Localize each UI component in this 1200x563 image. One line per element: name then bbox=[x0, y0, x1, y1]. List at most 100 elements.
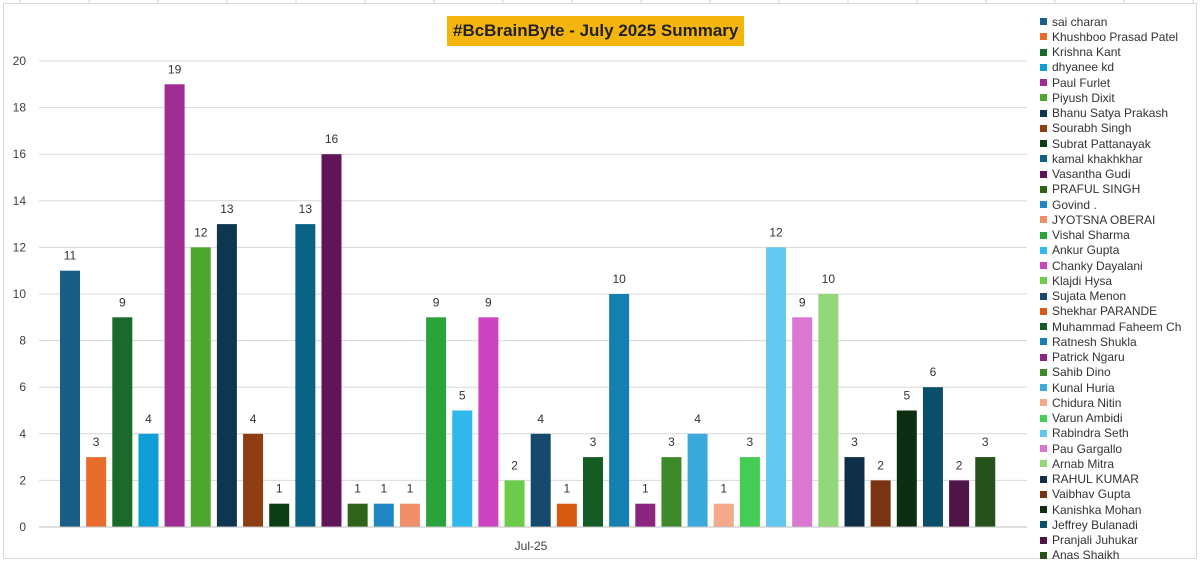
bar[interactable] bbox=[216, 224, 237, 527]
legend-item[interactable]: Kunal Huria bbox=[1040, 380, 1195, 395]
legend-item[interactable]: Vaibhav Gupta bbox=[1040, 487, 1195, 502]
data-label: 2 bbox=[511, 458, 518, 472]
legend-item[interactable]: Subrat Pattanayak bbox=[1040, 136, 1195, 151]
bar[interactable] bbox=[269, 503, 290, 527]
legend-item[interactable]: Varun Ambidi bbox=[1040, 411, 1195, 426]
legend-swatch bbox=[1040, 231, 1047, 239]
bar[interactable] bbox=[870, 480, 891, 527]
legend-item[interactable]: Sujata Menon bbox=[1040, 289, 1195, 304]
legend-item[interactable]: Arnab Mitra bbox=[1040, 456, 1195, 471]
bar[interactable] bbox=[452, 410, 473, 528]
y-tick-label: 6 bbox=[19, 380, 26, 394]
bar[interactable] bbox=[687, 433, 708, 527]
data-label: 1 bbox=[380, 482, 387, 496]
y-tick-label: 12 bbox=[13, 240, 27, 254]
legend-item[interactable]: Patrick Ngaru bbox=[1040, 350, 1195, 365]
bar[interactable] bbox=[399, 503, 420, 527]
legend-swatch bbox=[1040, 48, 1047, 56]
legend-item[interactable]: Govind . bbox=[1040, 197, 1195, 212]
bar[interactable] bbox=[609, 294, 630, 527]
bar[interactable] bbox=[164, 84, 185, 528]
chart-area[interactable]: #BcBrainByte - July 2025 Summary 0 2 4 6 8 10… bbox=[3, 3, 1197, 562]
bar[interactable] bbox=[373, 503, 394, 527]
legend-item[interactable]: kamal khakhkhar bbox=[1040, 151, 1195, 166]
legend-item[interactable]: Chidura Nitin bbox=[1040, 395, 1195, 410]
bar[interactable] bbox=[190, 247, 211, 527]
bar[interactable] bbox=[60, 270, 80, 527]
bar[interactable] bbox=[504, 480, 525, 527]
legend-item[interactable]: Anas Shaikh bbox=[1040, 548, 1195, 563]
bar[interactable] bbox=[739, 457, 760, 527]
legend-item[interactable]: Krishna Kant bbox=[1040, 45, 1195, 60]
legend-item[interactable]: Jeffrey Bulanadi bbox=[1040, 517, 1195, 532]
legend-item[interactable]: sai charan bbox=[1040, 14, 1195, 29]
legend-swatch bbox=[1040, 353, 1047, 361]
legend-item[interactable]: Bhanu Satya Prakash bbox=[1040, 106, 1195, 121]
bar[interactable] bbox=[713, 503, 734, 527]
legend-swatch bbox=[1040, 307, 1047, 315]
legend-item[interactable]: Khushboo Prasad Patel bbox=[1040, 29, 1195, 44]
data-label: 12 bbox=[194, 225, 208, 239]
bar[interactable] bbox=[922, 387, 943, 527]
bar[interactable] bbox=[243, 433, 264, 527]
legend-item[interactable]: Vasantha Gudi bbox=[1040, 167, 1195, 182]
legend-label: Rabindra Seth bbox=[1052, 426, 1129, 441]
data-label: 10 bbox=[612, 272, 626, 286]
legend-item[interactable]: Chanky Dayalani bbox=[1040, 258, 1195, 273]
bar[interactable] bbox=[583, 457, 603, 527]
bar[interactable] bbox=[347, 503, 368, 527]
legend-swatch bbox=[1040, 201, 1047, 209]
legend-label: Krishna Kant bbox=[1052, 45, 1121, 60]
legend-swatch bbox=[1040, 429, 1047, 437]
bar[interactable] bbox=[426, 317, 447, 527]
legend-swatch bbox=[1040, 475, 1047, 483]
bar[interactable] bbox=[975, 457, 996, 527]
bar[interactable] bbox=[818, 294, 839, 527]
legend-swatch bbox=[1040, 384, 1047, 392]
legend-item[interactable]: Sourabh Singh bbox=[1040, 121, 1195, 136]
legend-item[interactable]: Ankur Gupta bbox=[1040, 243, 1195, 258]
bar[interactable] bbox=[478, 317, 499, 527]
legend-item[interactable]: PRAFUL SINGH bbox=[1040, 182, 1195, 197]
data-label: 4 bbox=[250, 412, 257, 426]
legend-item[interactable]: Shekhar PARANDE bbox=[1040, 304, 1195, 319]
bar[interactable] bbox=[138, 433, 159, 527]
legend-item[interactable]: Rabindra Seth bbox=[1040, 426, 1195, 441]
data-label: 1 bbox=[354, 482, 361, 496]
legend-label: Shekhar PARANDE bbox=[1052, 304, 1158, 319]
legend-item[interactable]: Piyush Dixit bbox=[1040, 90, 1195, 105]
legend-swatch bbox=[1040, 140, 1047, 148]
bar[interactable] bbox=[792, 317, 813, 527]
legend-swatch bbox=[1040, 155, 1047, 163]
legend-item[interactable]: Paul Furlet bbox=[1040, 75, 1195, 90]
bar[interactable] bbox=[635, 503, 656, 527]
legend-item[interactable]: Kanishka Mohan bbox=[1040, 502, 1195, 517]
legend-item[interactable]: Pranjali Juhukar bbox=[1040, 533, 1195, 548]
legend-item[interactable]: Muhammad Faheem Ch bbox=[1040, 319, 1195, 334]
data-label: 16 bbox=[325, 132, 339, 146]
legend-label: RAHUL KUMAR bbox=[1052, 472, 1139, 487]
bar[interactable] bbox=[949, 480, 970, 527]
bar[interactable] bbox=[112, 317, 133, 527]
bar[interactable] bbox=[530, 433, 551, 527]
legend-item[interactable]: JYOTSNA OBERAI bbox=[1040, 212, 1195, 227]
legend-item[interactable]: RAHUL KUMAR bbox=[1040, 472, 1195, 487]
legend-item[interactable]: Sahib Dino bbox=[1040, 365, 1195, 380]
legend-swatch bbox=[1040, 445, 1047, 453]
bar[interactable] bbox=[661, 457, 682, 527]
legend-item[interactable]: Klajdi Hysa bbox=[1040, 273, 1195, 288]
bar[interactable] bbox=[556, 503, 577, 527]
legend-label: Khushboo Prasad Patel bbox=[1052, 29, 1179, 44]
bar[interactable] bbox=[321, 154, 342, 527]
legend-item[interactable]: Ratnesh Shukla bbox=[1040, 334, 1195, 349]
legend-item[interactable]: Vishal Sharma bbox=[1040, 228, 1195, 243]
bar[interactable] bbox=[896, 410, 917, 528]
bar[interactable] bbox=[766, 247, 787, 527]
bar[interactable] bbox=[844, 457, 865, 527]
legend-label: Vishal Sharma bbox=[1052, 228, 1130, 243]
legend-item[interactable]: Pau Gargallo bbox=[1040, 441, 1195, 456]
bar[interactable] bbox=[86, 457, 107, 527]
bar[interactable] bbox=[295, 224, 316, 527]
legend-swatch bbox=[1040, 460, 1047, 468]
legend-item[interactable]: dhyanee kd bbox=[1040, 60, 1195, 75]
